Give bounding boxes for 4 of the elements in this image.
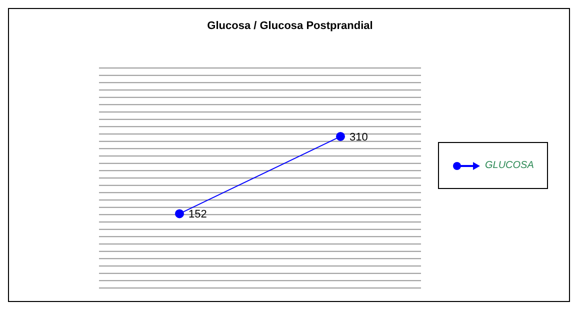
chart-title: Glucosa / Glucosa Postprandial: [206, 20, 374, 32]
data-label: 152: [188, 208, 207, 221]
legend-label: GLUCOSA: [485, 160, 534, 171]
data-label: 310: [350, 131, 368, 144]
